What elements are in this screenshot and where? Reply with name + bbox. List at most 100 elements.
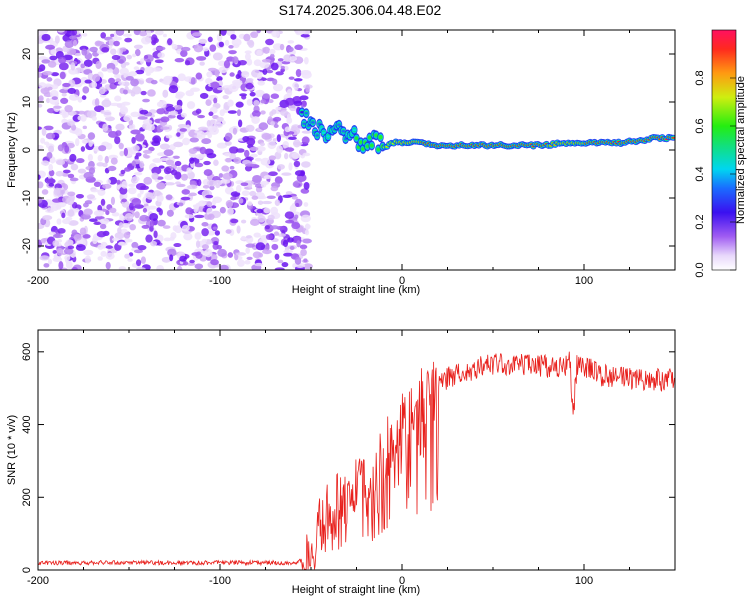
noise-blob [165, 106, 176, 112]
noise-blob [56, 201, 67, 208]
noise-blob [146, 123, 155, 131]
noise-blob [63, 247, 74, 255]
noise-blob [110, 157, 118, 165]
noise-blob [194, 129, 203, 134]
noise-blob [62, 218, 71, 225]
noise-blob [275, 191, 281, 197]
noise-blob [43, 141, 50, 146]
noise-blob [206, 207, 213, 216]
noise-blob [217, 87, 226, 91]
y-tick-label: 600 [21, 343, 33, 361]
noise-blob [96, 162, 105, 167]
colorbar-tick-label: 0.4 [694, 166, 706, 181]
noise-blob [50, 49, 57, 55]
noise-blob [281, 60, 291, 65]
noise-blob [265, 233, 274, 241]
noise-blob [114, 232, 125, 240]
noise-blob [42, 71, 53, 76]
noise-blob [209, 44, 217, 52]
noise-blob [157, 219, 166, 227]
noise-blob [116, 103, 126, 109]
noise-blob [247, 182, 253, 189]
snr-xlabel: Height of straight line (km) [292, 584, 420, 596]
noise-blob [236, 109, 242, 117]
noise-blob [142, 207, 148, 213]
noise-blob [147, 89, 156, 97]
noise-blob [272, 83, 284, 92]
noise-blob [199, 61, 205, 66]
noise-blob [246, 98, 253, 106]
colorbar-label: Normalized spectral amplitude [735, 76, 747, 224]
noise-blob [93, 221, 101, 225]
noise-blob [167, 248, 177, 257]
noise-blob [245, 235, 252, 239]
noise-blob [257, 215, 266, 223]
noise-blob [94, 40, 103, 47]
noise-blob [83, 171, 94, 180]
noise-blob [152, 67, 162, 72]
ridge-core [374, 134, 378, 137]
noise-blob [187, 184, 198, 190]
noise-blob [187, 171, 195, 180]
noise-blob [38, 174, 41, 180]
noise-blob [89, 218, 98, 223]
noise-blob [71, 30, 78, 36]
noise-blob [40, 87, 50, 95]
ridge-core [304, 111, 309, 115]
noise-blob [162, 89, 169, 98]
noise-blob [173, 243, 182, 248]
noise-blob [224, 39, 230, 46]
noise-blob [131, 198, 142, 206]
noise-blob [140, 185, 149, 191]
snr-plot: -200 -100 0 100 0 200 400 600 Height of straig… [6, 329, 676, 596]
noise-blob [41, 189, 49, 195]
noise-blob [303, 56, 309, 65]
noise-blob [229, 165, 235, 170]
noise-blob [111, 54, 121, 61]
noise-blob [286, 112, 292, 121]
noise-blob [302, 152, 311, 157]
noise-blob [271, 243, 279, 251]
spectrogram-ridge [298, 107, 675, 155]
noise-blob [97, 204, 103, 212]
noise-blob [180, 196, 191, 201]
noise-blob [97, 188, 106, 196]
noise-blob [271, 109, 277, 115]
noise-blob [106, 179, 111, 185]
noise-blob [224, 153, 231, 157]
noise-blob [220, 178, 231, 184]
noise-blob [176, 166, 182, 171]
noise-blob [83, 249, 94, 256]
noise-blob [151, 166, 162, 175]
noise-blob [285, 219, 295, 224]
noise-blob [227, 99, 234, 107]
noise-blob [261, 200, 272, 205]
noise-blob [194, 162, 204, 168]
noise-blob [168, 85, 179, 94]
noise-blob [245, 82, 254, 90]
noise-blob [252, 251, 262, 259]
noise-blob [241, 190, 250, 196]
noise-blob [123, 232, 131, 239]
spectrogram-ylabel: Frequency (Hz) [6, 112, 18, 188]
noise-blob [164, 182, 176, 186]
noise-blob [206, 201, 213, 208]
noise-blob [38, 126, 42, 131]
noise-blob [229, 72, 235, 77]
noise-blob [260, 182, 267, 188]
noise-blob [113, 40, 120, 47]
noise-blob [270, 93, 280, 99]
noise-blob [301, 130, 312, 134]
noise-blob [182, 261, 189, 266]
noise-blob [82, 234, 91, 239]
noise-blob [273, 116, 282, 122]
noise-blob [209, 185, 215, 191]
noise-blob [70, 62, 76, 71]
noise-blob [291, 196, 298, 200]
noise-blob [112, 36, 123, 41]
noise-blob [120, 107, 127, 112]
noise-blob [176, 265, 183, 270]
noise-blob [144, 55, 149, 59]
noise-blob [218, 173, 224, 178]
